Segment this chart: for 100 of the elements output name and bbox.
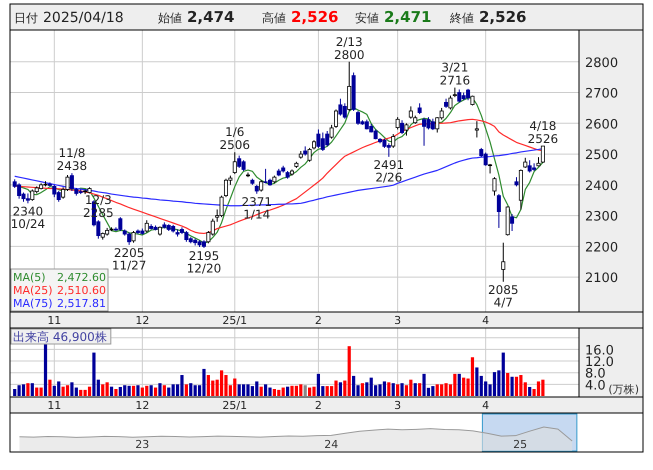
bar	[400, 383, 404, 396]
annotation: 2,517.81	[57, 297, 106, 310]
bar	[70, 382, 74, 396]
candlestick	[312, 140, 316, 150]
candlestick	[391, 134, 396, 148]
x-tick-label: 12	[135, 314, 150, 327]
bar	[392, 383, 395, 396]
x-tick-label: 12	[135, 399, 150, 412]
x-tick-label: 4	[482, 399, 490, 412]
candlestick	[501, 242, 506, 282]
bar	[26, 383, 30, 396]
candlestick	[342, 102, 347, 120]
text: 終値 2,526	[449, 8, 526, 26]
bar	[162, 385, 166, 396]
text: 日付 2025/04/18	[14, 10, 124, 26]
bar	[180, 375, 184, 396]
y-tick-label: 2400	[585, 178, 618, 194]
candlestick	[334, 108, 338, 128]
candlestick	[330, 124, 334, 140]
candlestick	[457, 88, 462, 103]
bar	[22, 384, 26, 396]
bar	[150, 385, 153, 396]
candlestick	[237, 155, 242, 168]
annotation: 2,472.60	[57, 271, 106, 284]
candlestick	[144, 220, 149, 234]
x-tick-label: 2	[314, 399, 322, 412]
annotation: 2/13 2800	[334, 34, 364, 62]
candlestick	[418, 102, 422, 115]
y-tick-label: 2800	[585, 56, 618, 71]
bar	[92, 352, 96, 396]
candlestick	[308, 147, 312, 162]
bar	[304, 385, 307, 396]
candlestick	[118, 216, 122, 232]
y-tick-label: 2100	[585, 271, 618, 286]
annotation: 2205 11/27	[112, 246, 146, 272]
bar	[326, 386, 329, 396]
bar	[492, 372, 496, 396]
candlestick	[52, 184, 56, 198]
bar	[268, 388, 272, 396]
bar	[378, 384, 382, 396]
annotation: 2,510.60	[57, 284, 106, 297]
bar	[312, 386, 316, 396]
bar	[101, 384, 104, 396]
candlestick	[474, 120, 479, 138]
bar	[453, 374, 456, 396]
candlestick	[303, 146, 308, 156]
candlestick	[396, 116, 400, 130]
x-tick-label: 25/1	[222, 399, 248, 412]
y-axis-title: (万株)	[608, 383, 639, 396]
candlestick	[514, 176, 518, 187]
text: 始値 2,474	[158, 8, 234, 26]
bar	[422, 374, 426, 396]
bar	[431, 386, 434, 396]
y-tick-label: 4.0	[585, 378, 606, 394]
candlestick	[444, 98, 448, 108]
candlestick	[232, 152, 237, 175]
x-tick-label: 3	[394, 399, 402, 412]
candlestick	[422, 117, 426, 146]
annotation: 2491 2/26	[374, 158, 404, 184]
candlestick	[484, 152, 488, 166]
bar	[316, 374, 320, 396]
x-tick-label: 4	[482, 314, 490, 327]
bar	[338, 382, 342, 396]
bar	[233, 378, 236, 396]
line-series	[14, 148, 544, 206]
y-tick-label: 2300	[585, 210, 618, 225]
bar	[308, 388, 312, 396]
x-tick-label: 24	[324, 438, 338, 451]
candlestick	[523, 157, 528, 168]
bar	[352, 376, 356, 396]
candlestick	[325, 130, 330, 147]
bar	[387, 382, 390, 396]
candlestick	[158, 226, 162, 236]
annotation: 2085 4/7	[488, 282, 519, 310]
x-tick-label: 23	[135, 438, 150, 451]
text: MA(5)	[13, 271, 46, 284]
bar	[158, 383, 162, 396]
bar	[44, 343, 48, 396]
bar	[260, 386, 263, 396]
candlestick	[492, 176, 496, 196]
y-tick-label: 2500	[585, 148, 618, 164]
bar	[238, 384, 241, 396]
candlestick	[536, 156, 540, 167]
candlestick	[448, 95, 452, 110]
bar	[154, 388, 158, 396]
bar	[414, 383, 417, 396]
bar	[62, 386, 65, 396]
annotation: 11/8 2438	[56, 146, 88, 174]
candlestick	[30, 188, 34, 202]
candlestick	[26, 192, 30, 204]
bar	[66, 385, 70, 396]
bar	[444, 383, 448, 396]
bar	[30, 383, 34, 396]
x-tick-label: 11	[47, 314, 62, 327]
bar	[35, 388, 38, 396]
candlestick	[356, 110, 360, 126]
bar	[110, 386, 114, 396]
x-tick-label: 25	[513, 438, 528, 451]
bar	[79, 390, 82, 396]
annotation: 1/6 2506	[220, 125, 250, 152]
